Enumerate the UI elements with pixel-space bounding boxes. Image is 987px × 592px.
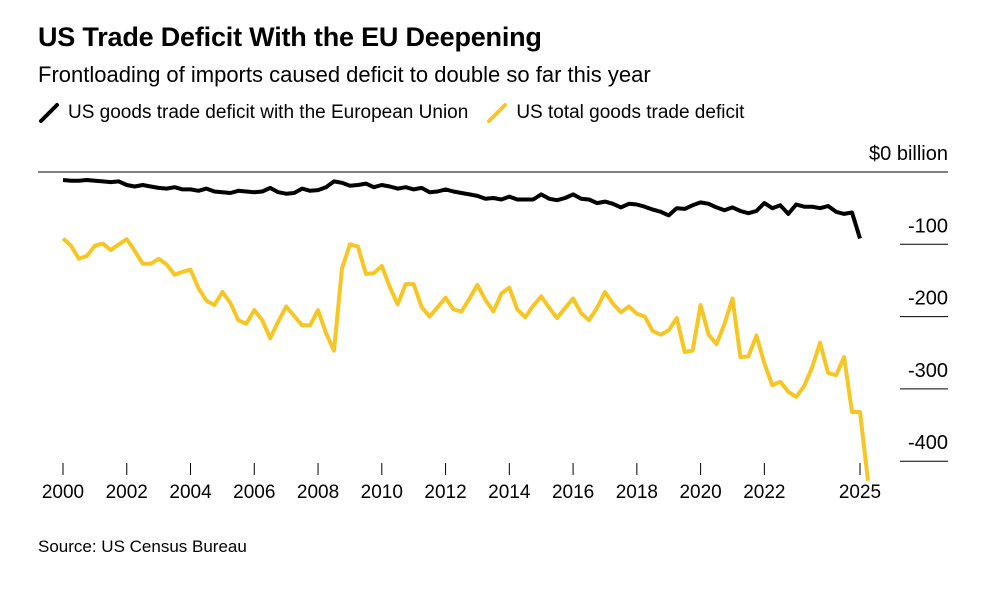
x-tick-label: 2004 [169,482,212,503]
x-tick-label: 2008 [297,482,339,503]
x-tick-label: 2018 [616,482,658,503]
chart-title: US Trade Deficit With the EU Deepening [38,22,542,52]
x-tick-label: 2012 [424,482,466,503]
source-note: Source: US Census Bureau [38,537,247,556]
legend-label-eu: US goods trade deficit with the European… [68,102,469,123]
x-tick-label: 2000 [42,482,84,503]
y-tick-label: -200 [908,288,948,310]
y-tick-label: -300 [908,360,948,382]
x-tick-label: 2025 [839,482,881,503]
legend-label-total: US total goods trade deficit [516,102,745,123]
series-line-total [61,237,870,481]
x-tick-label: 2010 [361,482,403,503]
series-line-eu [62,178,862,240]
x-tick-label: 2014 [488,482,531,503]
legend-item-eu: US goods trade deficit with the European… [38,102,468,124]
x-tick-label: 2002 [106,482,148,503]
x-tick-label: 2016 [552,482,594,503]
legend-swatch-eu [39,103,59,123]
legend-swatch-total-line [487,103,508,123]
x-tick-label: 2006 [233,482,275,503]
chart-subtitle: Frontloading of imports caused deficit t… [38,62,651,87]
y-tick-label: -100 [908,215,948,237]
y-tick-label: -400 [908,432,948,454]
legend-swatch-eu-line [39,103,59,123]
legend: US goods trade deficit with the European… [38,102,762,124]
legend-swatch-total [487,103,508,123]
x-tick-label: 2022 [743,482,785,503]
x-tick-label: 2020 [679,482,721,503]
y-tick-label: $0 billion [869,143,948,165]
legend-item-total: US total goods trade deficit [486,102,744,124]
